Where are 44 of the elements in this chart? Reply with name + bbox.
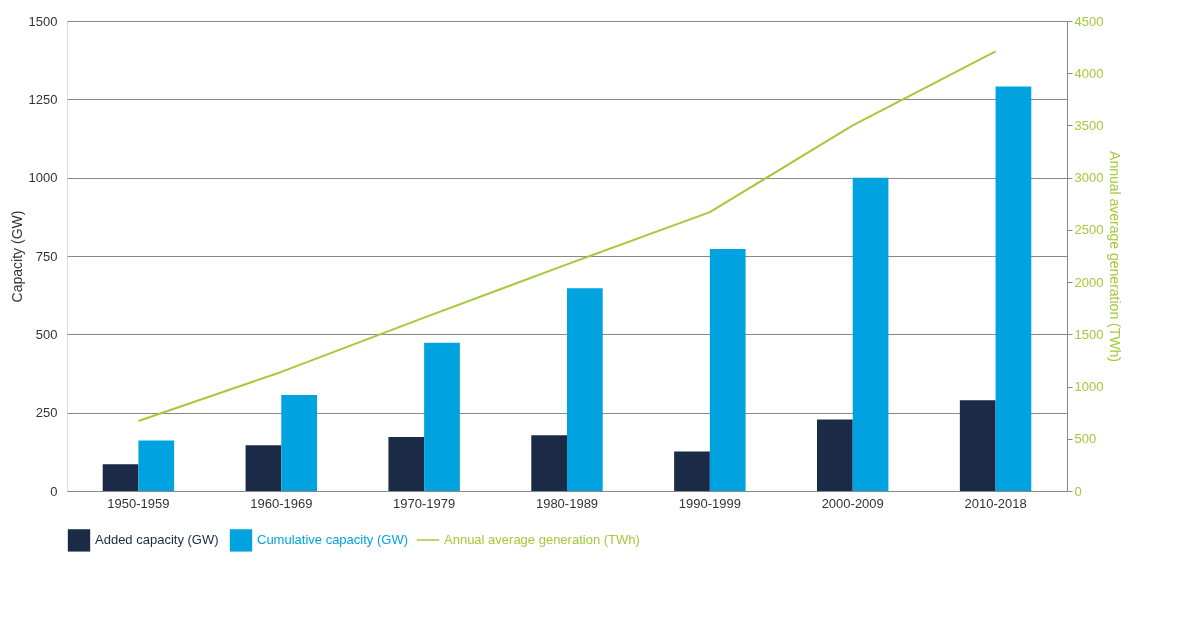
- x-tick-label: 2000-2009: [821, 495, 884, 511]
- line-series: [137, 50, 997, 423]
- bar: [138, 440, 175, 491]
- bar: [852, 177, 889, 491]
- y2-tick-label: 4500: [1074, 13, 1104, 29]
- bar: [817, 419, 853, 491]
- y-tick-label: 1500: [28, 13, 58, 29]
- x-tick-label: 1990-1999: [678, 495, 741, 511]
- bar: [424, 342, 460, 491]
- bar: [102, 464, 139, 491]
- y2-tick-label: 1000: [1074, 379, 1104, 395]
- y-tick-label: 500: [35, 326, 58, 342]
- x-tick-label: 1980-1989: [535, 495, 599, 511]
- y2-tick-label: 1500: [1074, 326, 1104, 342]
- y-tick-label: 1250: [28, 91, 58, 107]
- bar: [959, 400, 996, 491]
- y2-tick-label: 4000: [1074, 65, 1104, 81]
- y2-tick-label: 500: [1074, 431, 1097, 447]
- y2-tick-label: 0: [1074, 483, 1082, 499]
- y2-tick-label: 3000: [1074, 170, 1104, 186]
- bar: [709, 249, 746, 491]
- x-tick-label: 1950-1959: [107, 495, 170, 511]
- bar: [245, 445, 282, 491]
- legend-label: Annual average generation (TWh): [444, 532, 640, 547]
- x-tick-label: 2010-2018: [964, 495, 1027, 511]
- x-tick-label: 1960-1969: [250, 495, 313, 511]
- y-axis-title: Capacity (GW): [8, 210, 25, 303]
- legend-label: Cumulative capacity (GW): [257, 532, 408, 548]
- y-tick-label: 0: [50, 483, 58, 499]
- x-tick-label: 1970-1979: [393, 495, 456, 511]
- bar: [995, 86, 1032, 491]
- bar: [388, 437, 425, 491]
- y2-axis-title: Annual average generation (TWh): [1107, 151, 1124, 362]
- bar: [281, 395, 317, 491]
- y2-tick-label: 3500: [1074, 117, 1104, 133]
- bar: [567, 288, 603, 491]
- bar: [674, 451, 710, 491]
- y-tick-label: 750: [35, 248, 58, 264]
- y-tick-label: 250: [35, 405, 58, 421]
- y2-tick-label: 2000: [1074, 274, 1104, 290]
- legend-label: Added capacity (GW): [95, 532, 219, 548]
- y2-tick-label: 2500: [1074, 222, 1104, 238]
- y-tick-label: 1000: [28, 170, 58, 186]
- bar: [531, 435, 567, 491]
